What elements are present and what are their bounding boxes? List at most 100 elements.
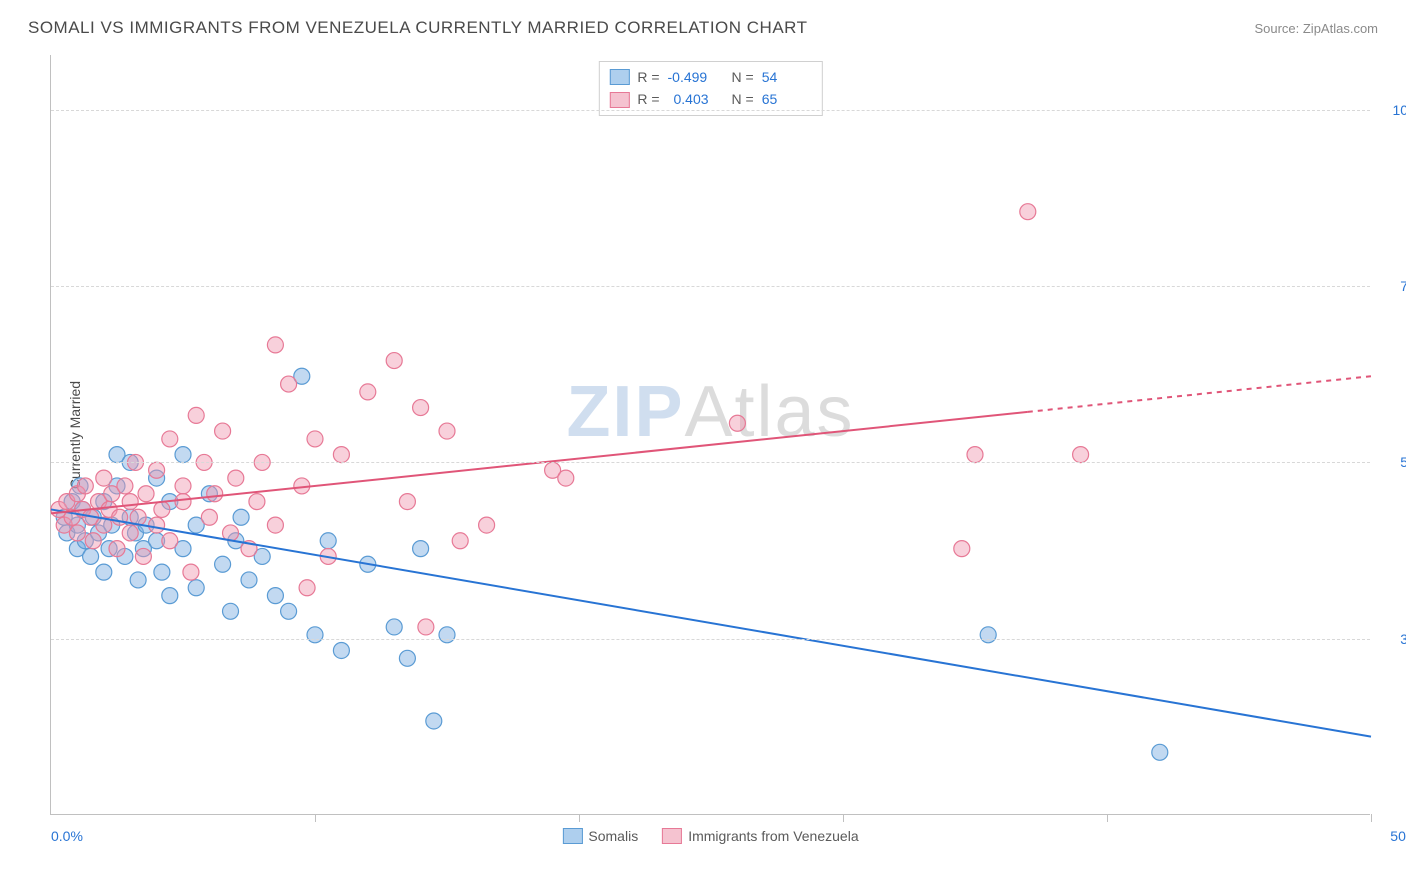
data-point: [967, 447, 983, 463]
legend-label-0: Somalis: [588, 828, 638, 844]
data-point: [241, 572, 257, 588]
data-point: [413, 400, 429, 416]
n-value-1: 65: [762, 88, 812, 110]
x-tick: [315, 814, 316, 822]
x-axis-min-label: 0.0%: [51, 828, 83, 844]
data-point: [307, 627, 323, 643]
data-point: [154, 501, 170, 517]
stats-row-series-0: R = -0.499 N = 54: [609, 66, 811, 88]
legend-swatch-1: [662, 828, 682, 844]
data-point: [1073, 447, 1089, 463]
data-point: [138, 486, 154, 502]
x-tick: [843, 814, 844, 822]
swatch-series-0: [609, 69, 629, 85]
data-point: [83, 548, 99, 564]
data-point: [77, 478, 93, 494]
r-label-1: R =: [637, 88, 659, 110]
data-point: [333, 642, 349, 658]
grid-line-h: [51, 462, 1370, 463]
chart-plot-area: Currently Married ZIPAtlas R = -0.499 N …: [50, 55, 1370, 815]
scatter-svg: [51, 55, 1370, 814]
grid-line-h: [51, 639, 1370, 640]
source-attribution: Source: ZipAtlas.com: [1254, 21, 1378, 36]
data-point: [281, 376, 297, 392]
data-point: [399, 650, 415, 666]
data-point: [267, 337, 283, 353]
data-point: [207, 486, 223, 502]
data-point: [729, 415, 745, 431]
data-point: [228, 470, 244, 486]
trend-line-dashed: [1028, 376, 1371, 412]
data-point: [188, 407, 204, 423]
data-point: [69, 525, 85, 541]
chart-title: SOMALI VS IMMIGRANTS FROM VENEZUELA CURR…: [28, 18, 808, 38]
data-point: [307, 431, 323, 447]
y-tick-label: 55.0%: [1380, 454, 1406, 470]
data-point: [96, 470, 112, 486]
data-point: [558, 470, 574, 486]
data-point: [267, 588, 283, 604]
r-value-1: 0.403: [668, 88, 718, 110]
r-label-0: R =: [637, 66, 659, 88]
data-point: [954, 541, 970, 557]
data-point: [980, 627, 996, 643]
data-point: [135, 548, 151, 564]
data-point: [215, 423, 231, 439]
data-point: [320, 533, 336, 549]
data-point: [162, 431, 178, 447]
data-point: [233, 509, 249, 525]
x-tick: [1107, 814, 1108, 822]
data-point: [117, 478, 133, 494]
y-tick-label: 100.0%: [1380, 102, 1406, 118]
x-tick: [579, 814, 580, 822]
y-tick-label: 32.5%: [1380, 631, 1406, 647]
legend-swatch-0: [562, 828, 582, 844]
data-point: [130, 572, 146, 588]
data-point: [175, 447, 191, 463]
swatch-series-1: [609, 92, 629, 108]
n-value-0: 54: [762, 66, 812, 88]
data-point: [249, 494, 265, 510]
data-point: [175, 494, 191, 510]
data-point: [223, 603, 239, 619]
x-tick: [1371, 814, 1372, 822]
data-point: [215, 556, 231, 572]
data-point: [154, 564, 170, 580]
legend: Somalis Immigrants from Venezuela: [562, 828, 858, 844]
data-point: [1152, 744, 1168, 760]
data-point: [418, 619, 434, 635]
data-point: [162, 588, 178, 604]
data-point: [452, 533, 468, 549]
data-point: [439, 627, 455, 643]
data-point: [439, 423, 455, 439]
data-point: [1020, 204, 1036, 220]
data-point: [149, 462, 165, 478]
data-point: [149, 517, 165, 533]
data-point: [426, 713, 442, 729]
data-point: [109, 541, 125, 557]
data-point: [96, 564, 112, 580]
data-point: [122, 525, 138, 541]
data-point: [386, 619, 402, 635]
data-point: [479, 517, 495, 533]
data-point: [188, 580, 204, 596]
data-point: [386, 353, 402, 369]
x-axis-max-label: 50.0%: [1375, 828, 1406, 844]
data-point: [281, 603, 297, 619]
data-point: [122, 494, 138, 510]
data-point: [413, 541, 429, 557]
data-point: [162, 533, 178, 549]
data-point: [175, 478, 191, 494]
data-point: [299, 580, 315, 596]
data-point: [85, 533, 101, 549]
data-point: [267, 517, 283, 533]
data-point: [201, 509, 217, 525]
data-point: [399, 494, 415, 510]
legend-item-0: Somalis: [562, 828, 638, 844]
grid-line-h: [51, 110, 1370, 111]
legend-label-1: Immigrants from Venezuela: [688, 828, 858, 844]
n-label-1: N =: [732, 88, 754, 110]
r-value-0: -0.499: [668, 66, 718, 88]
data-point: [183, 564, 199, 580]
data-point: [333, 447, 349, 463]
